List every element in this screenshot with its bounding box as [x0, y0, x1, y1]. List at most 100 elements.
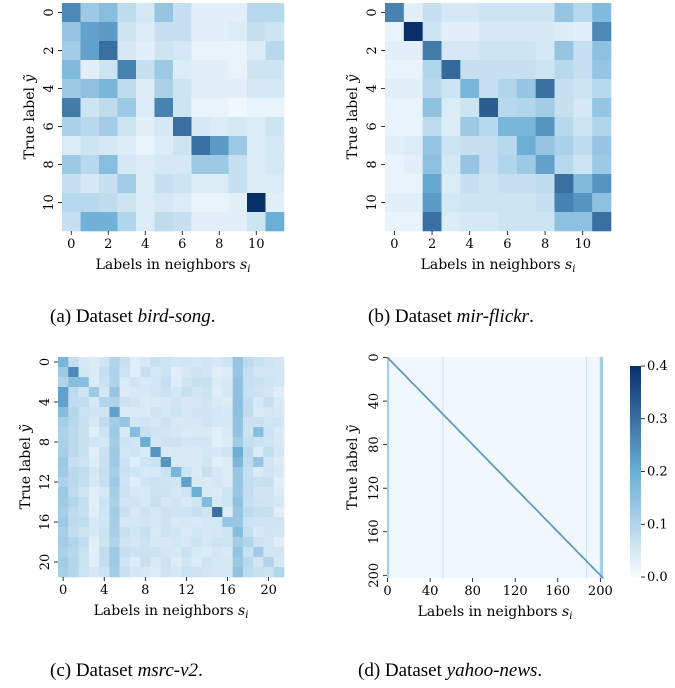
heatmap-b-cell-1-9 — [554, 22, 574, 42]
heatmap-d-diagonal-cell — [423, 394, 425, 396]
heatmap-c-cell-6-19 — [253, 417, 264, 428]
heatmap-c-cell-7-6 — [119, 427, 131, 438]
heatmap-d-column — [585, 357, 588, 578]
heatmap-c-cell-10-15 — [212, 457, 223, 468]
heatmap-d-diagonal-cell — [581, 556, 584, 558]
heatmap-c-cell-10-11 — [171, 457, 182, 468]
heatmap-a-cell-5-4 — [136, 98, 155, 118]
heatmap-c-cell-3-19 — [253, 387, 264, 398]
heatmap-c-cell-13-7 — [129, 487, 141, 498]
heatmap-c-cell-2-21 — [273, 377, 285, 388]
heatmap-d-diagonal-cell — [565, 539, 568, 542]
heatmap-b-cell-9-0 — [385, 174, 405, 194]
y-tick-label-d: 0 — [367, 353, 382, 361]
heatmap-c-cell-20-5 — [109, 557, 120, 568]
heatmap-c-cell-4-20 — [263, 397, 275, 408]
heatmap-c-cell-9-6 — [119, 447, 131, 458]
heatmap-c-cell-4-14 — [201, 397, 213, 408]
heatmap-b-cell-3-5 — [479, 60, 499, 80]
heatmap-d-diagonal-cell — [406, 376, 408, 379]
heatmap-c-cell-2-1 — [68, 377, 79, 388]
heatmap-c-cell-5-8 — [140, 407, 151, 418]
heatmap-a-cell-9-6 — [173, 174, 192, 194]
heatmap-c-cell-4-3 — [88, 397, 100, 408]
heatmap-d-diagonal-cell — [506, 478, 508, 481]
heatmap-c-cell-13-17 — [232, 487, 244, 498]
heatmap-d-diagonal-cell — [464, 436, 467, 439]
heatmap-d-diagonal-cell — [531, 505, 534, 507]
heatmap-d-column — [601, 357, 603, 578]
heatmap-c-cell-15-12 — [181, 507, 192, 518]
heatmap-c-cell-11-0 — [58, 467, 69, 478]
heatmap-c-cell-3-7 — [129, 387, 141, 398]
heatmap-c-cell-1-7 — [129, 367, 141, 378]
heatmap-c-cell-7-20 — [263, 427, 275, 438]
heatmap-a-cell-10-3 — [117, 193, 137, 213]
heatmap-c-cell-4-1 — [68, 397, 79, 408]
y-tick-label-d: 200 — [367, 563, 382, 588]
heatmap-a-cell-1-8 — [210, 22, 229, 42]
heatmap-a-cell-6-10 — [247, 117, 266, 137]
heatmap-a-cell-6-7 — [191, 117, 211, 137]
heatmap-c-cell-21-12 — [181, 567, 192, 578]
heatmap-a-cell-11-1 — [80, 212, 100, 232]
heatmap-a-cell-3-7 — [191, 60, 211, 80]
heatmap-c-cell-6-14 — [201, 417, 213, 428]
heatmap-d-diagonal-cell — [426, 397, 429, 399]
heatmap-b-cell-11-0 — [385, 212, 405, 232]
heatmap-a-cell-1-11 — [265, 22, 285, 42]
x-tick-label-c: 12 — [178, 583, 195, 598]
heatmap-d-diagonal-cell — [564, 538, 567, 541]
heatmap-b-cell-0-10 — [573, 3, 593, 23]
heatmap-b-cell-6-9 — [554, 117, 574, 137]
heatmap-c-cell-16-1 — [68, 517, 79, 528]
heatmap-c-cell-2-0 — [58, 377, 69, 388]
heatmap-b-cell-10-2 — [422, 193, 442, 213]
heatmap-a-cell-0-5 — [154, 3, 174, 23]
heatmap-a-cell-7-10 — [247, 136, 266, 156]
colorbar-tick-label: 0.0 — [647, 570, 668, 585]
heatmap-d-diagonal-cell — [534, 508, 537, 511]
heatmap-c-cell-8-11 — [171, 437, 182, 448]
heatmap-b-cell-3-8 — [535, 60, 555, 80]
heatmap-a-cell-4-6 — [173, 79, 192, 99]
heatmap-c-cell-5-1 — [68, 407, 79, 418]
y-tick-label-a: 6 — [42, 122, 57, 130]
heatmap-a-cell-6-6 — [173, 117, 192, 137]
heatmap-c-cell-3-1 — [68, 387, 79, 398]
heatmap-d-diagonal-cell — [567, 542, 570, 544]
heatmap-d-diagonal-cell — [557, 531, 559, 533]
heatmap-c-cell-0-15 — [212, 357, 223, 368]
heatmap-c-cell-20-0 — [58, 557, 69, 568]
heatmap-c-cell-19-15 — [212, 547, 223, 558]
heatmap-c-cell-16-12 — [181, 517, 192, 528]
heatmap-d-diagonal-cell — [538, 511, 540, 514]
heatmap-c-cell-18-11 — [171, 537, 182, 548]
heatmap-b-cell-2-4 — [460, 41, 480, 61]
heatmap-c-cell-5-11 — [171, 407, 182, 418]
heatmap-c-cell-15-18 — [242, 507, 254, 518]
heatmap-b-cell-3-11 — [592, 60, 612, 80]
heatmap-a-cell-7-7 — [191, 136, 211, 156]
y-tick-label-b: 2 — [365, 46, 380, 54]
heatmap-c-cell-15-0 — [58, 507, 69, 518]
heatmap-c-cell-5-10 — [160, 407, 172, 418]
heatmap-b-cell-6-1 — [403, 117, 423, 137]
heatmap-c-cell-18-1 — [68, 537, 79, 548]
heatmap-a-cell-2-4 — [136, 41, 155, 61]
heatmap-a-cell-9-10 — [247, 174, 266, 194]
heatmap-d-diagonal-cell — [450, 422, 453, 425]
heatmap-d-diagonal-cell — [490, 462, 492, 465]
heatmap-b-cell-9-3 — [441, 174, 461, 194]
heatmap-c-cell-11-14 — [201, 467, 213, 478]
heatmap-c-cell-3-11 — [171, 387, 182, 398]
heatmap-a-cell-2-10 — [247, 41, 266, 61]
heatmap-c-cell-17-17 — [232, 527, 244, 538]
heatmap-c-cell-12-4 — [99, 477, 110, 488]
heatmap-c-cell-2-3 — [88, 377, 100, 388]
heatmap-b-cell-0-3 — [441, 3, 461, 23]
heatmap-c-cell-4-7 — [129, 397, 141, 408]
heatmap-b-cell-2-9 — [554, 41, 574, 61]
heatmap-b-cell-10-6 — [498, 193, 518, 213]
x-tick-label-b: 4 — [466, 237, 474, 252]
